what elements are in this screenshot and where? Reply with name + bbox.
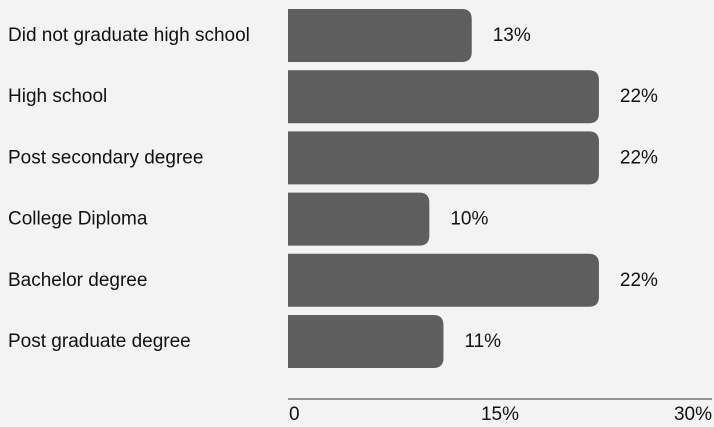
- category-label: Post secondary degree: [8, 147, 203, 168]
- data-label: 22%: [620, 86, 658, 107]
- data-label: 22%: [620, 147, 658, 168]
- data-label: 13%: [493, 25, 531, 46]
- bar: [288, 9, 472, 62]
- category-label: High school: [8, 86, 107, 107]
- bar: [288, 70, 599, 124]
- category-label: Bachelor degree: [8, 270, 147, 291]
- data-label: 11%: [464, 331, 501, 352]
- data-label: 10%: [450, 209, 488, 230]
- value-labels: 13% 22% 22% 10% 22% 11%: [450, 25, 658, 352]
- category-label: College Diploma: [8, 209, 148, 230]
- bars-group: [288, 9, 599, 368]
- bar: [288, 315, 444, 368]
- x-tick-label: 30%: [674, 404, 712, 425]
- category-labels: Did not graduate high school High school P…: [8, 25, 250, 352]
- data-label: 22%: [620, 270, 658, 291]
- x-tick-label: 15%: [481, 404, 519, 425]
- category-label: Did not graduate high school: [8, 25, 250, 46]
- bar: [288, 253, 599, 307]
- bar: [288, 131, 599, 185]
- x-tick-label: 0: [289, 404, 300, 425]
- category-label: Post graduate degree: [8, 331, 191, 352]
- x-tick-labels: 0 15% 30%: [289, 404, 712, 425]
- bar: [288, 192, 430, 246]
